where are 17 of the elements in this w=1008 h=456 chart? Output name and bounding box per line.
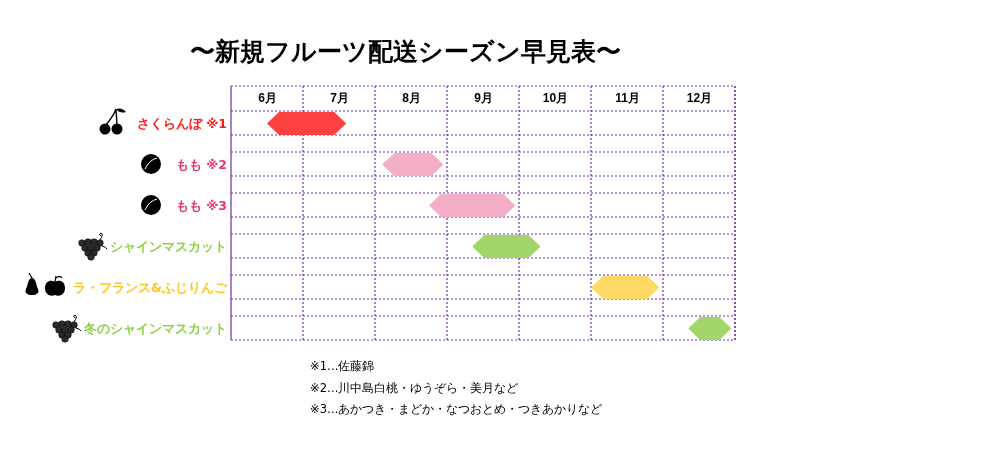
y-tick-label: 冬のシャインマスカット [83, 321, 227, 336]
y-tick-label: もも ※2 [175, 157, 227, 172]
text: ※3…あかつき・まどか・なつおとめ・つきあかりなど [310, 402, 603, 416]
y-tick-label: もも ※3 [175, 198, 227, 213]
text: ※1…佐藤錦 [310, 359, 375, 373]
x-tick-label: 10月 [542, 91, 569, 105]
x-tick-label: 12月 [686, 91, 713, 105]
x-tick-label: 8月 [402, 91, 421, 105]
x-tick-label: 7月 [330, 91, 349, 105]
x-tick-label: 9月 [474, 91, 493, 105]
y-tick-label: さくらんぼ ※1 [136, 116, 227, 131]
y-tick-label: ラ・フランス&ふじりんご [73, 280, 228, 295]
x-tick-label: 11月 [615, 91, 640, 105]
text: ※2…川中島白桃・ゆうぞら・美月など [310, 380, 519, 395]
x-tick-label: 6月 [258, 91, 277, 105]
chart-title: 〜新規フルーツ配送シーズン早見表〜 [189, 37, 621, 66]
y-tick-label: シャインマスカット [110, 239, 227, 254]
